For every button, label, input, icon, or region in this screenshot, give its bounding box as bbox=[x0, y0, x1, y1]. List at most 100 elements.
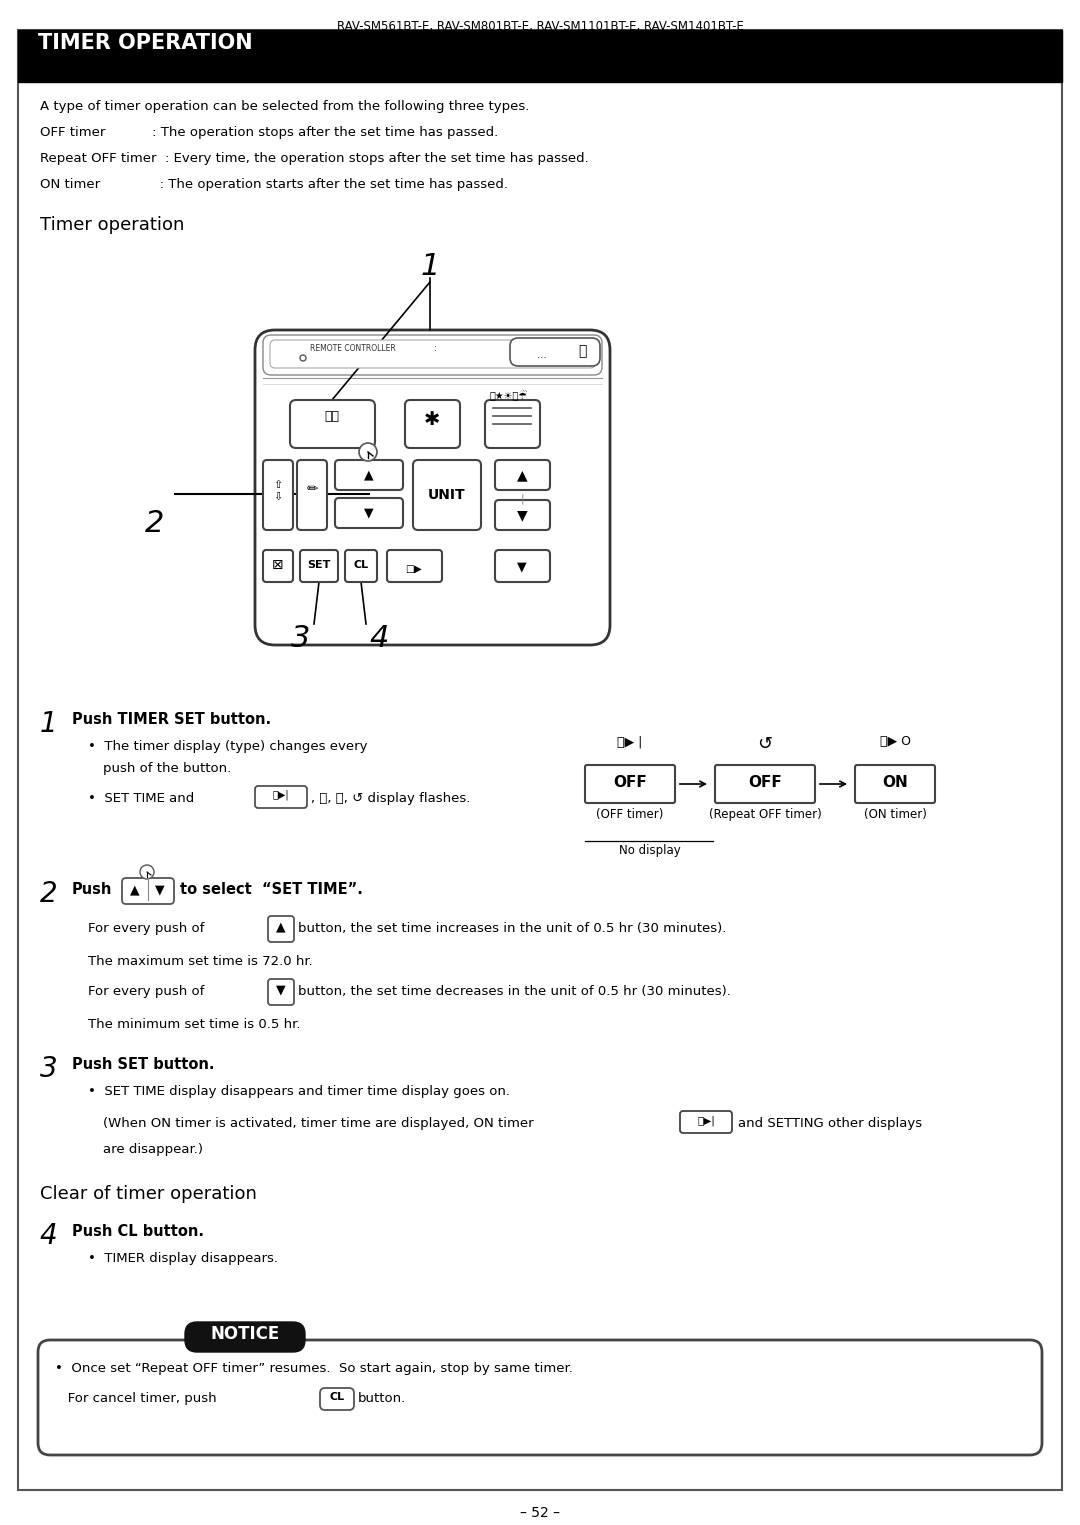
FancyBboxPatch shape bbox=[510, 339, 600, 366]
Text: 2: 2 bbox=[146, 509, 164, 538]
Text: ▲: ▲ bbox=[276, 920, 286, 933]
FancyBboxPatch shape bbox=[38, 1340, 1042, 1455]
Text: 3: 3 bbox=[292, 624, 311, 653]
FancyBboxPatch shape bbox=[405, 400, 460, 448]
Text: ✏: ✏ bbox=[307, 482, 318, 496]
Text: Push: Push bbox=[72, 881, 112, 897]
Text: , ⏰, ⏻, ↺ display flashes.: , ⏰, ⏻, ↺ display flashes. bbox=[311, 791, 471, 805]
Text: ↺: ↺ bbox=[757, 735, 772, 753]
Text: □▶: □▶ bbox=[406, 564, 422, 573]
Text: :: : bbox=[434, 345, 436, 352]
FancyBboxPatch shape bbox=[300, 551, 338, 583]
Text: 1: 1 bbox=[40, 711, 57, 738]
Text: Push CL button.: Push CL button. bbox=[72, 1225, 204, 1238]
FancyBboxPatch shape bbox=[264, 551, 293, 583]
Text: OFF timer           : The operation stops after the set time has passed.: OFF timer : The operation stops after th… bbox=[40, 127, 498, 139]
Text: …: … bbox=[537, 351, 546, 360]
Text: •  SET TIME and: • SET TIME and bbox=[87, 791, 194, 805]
Text: button.: button. bbox=[357, 1392, 406, 1405]
Text: UNIT: UNIT bbox=[428, 488, 465, 502]
FancyBboxPatch shape bbox=[715, 766, 815, 804]
Text: ⏰▶ |: ⏰▶ | bbox=[618, 735, 643, 747]
Text: ⇧
⇩: ⇧ ⇩ bbox=[273, 480, 283, 502]
Text: 4: 4 bbox=[369, 624, 389, 653]
Text: TIMER OPERATION: TIMER OPERATION bbox=[38, 34, 253, 53]
Text: SET: SET bbox=[308, 560, 330, 570]
Text: – 52 –: – 52 – bbox=[519, 1507, 561, 1520]
Text: Push TIMER SET button.: Push TIMER SET button. bbox=[72, 712, 271, 727]
FancyBboxPatch shape bbox=[320, 1388, 354, 1411]
Text: ▲: ▲ bbox=[364, 468, 374, 480]
FancyBboxPatch shape bbox=[291, 400, 375, 448]
Text: CL: CL bbox=[329, 1392, 345, 1401]
Text: ▼: ▼ bbox=[364, 506, 374, 518]
Text: and SETTING other displays: and SETTING other displays bbox=[738, 1116, 922, 1130]
Text: Repeat OFF timer  : Every time, the operation stops after the set time has passe: Repeat OFF timer : Every time, the opera… bbox=[40, 152, 589, 165]
FancyBboxPatch shape bbox=[335, 461, 403, 490]
Text: ON: ON bbox=[882, 775, 908, 790]
FancyBboxPatch shape bbox=[387, 551, 442, 583]
Text: push of the button.: push of the button. bbox=[103, 762, 231, 775]
Text: ✱: ✱ bbox=[423, 410, 441, 429]
Text: ▲: ▲ bbox=[131, 883, 139, 897]
Text: •  The timer display (type) changes every: • The timer display (type) changes every bbox=[87, 740, 367, 753]
Text: OFF: OFF bbox=[748, 775, 782, 790]
Text: 2: 2 bbox=[40, 880, 57, 907]
Circle shape bbox=[300, 355, 306, 361]
Text: Ⓐ★☀⛆☔: Ⓐ★☀⛆☔ bbox=[490, 390, 528, 401]
FancyBboxPatch shape bbox=[255, 329, 610, 645]
Circle shape bbox=[140, 865, 154, 878]
Text: to select  “SET TIME”.: to select “SET TIME”. bbox=[180, 881, 363, 897]
Bar bbox=[18, 30, 1062, 82]
FancyBboxPatch shape bbox=[255, 785, 307, 808]
Text: For every push of: For every push of bbox=[87, 923, 204, 935]
Text: ▲: ▲ bbox=[516, 468, 527, 482]
Text: (ON timer): (ON timer) bbox=[864, 808, 927, 820]
Text: 4: 4 bbox=[40, 1222, 57, 1250]
Text: ⏰⏻: ⏰⏻ bbox=[324, 410, 339, 422]
FancyBboxPatch shape bbox=[680, 1112, 732, 1133]
Text: ▼: ▼ bbox=[516, 508, 527, 522]
FancyBboxPatch shape bbox=[855, 766, 935, 804]
FancyBboxPatch shape bbox=[585, 766, 675, 804]
FancyBboxPatch shape bbox=[495, 500, 550, 531]
Text: For cancel timer, push: For cancel timer, push bbox=[55, 1392, 217, 1405]
FancyBboxPatch shape bbox=[495, 461, 550, 490]
Text: ▼: ▼ bbox=[156, 883, 165, 897]
Text: |: | bbox=[521, 493, 524, 503]
Text: •  SET TIME display disappears and timer time display goes on.: • SET TIME display disappears and timer … bbox=[87, 1084, 510, 1098]
Text: A type of timer operation can be selected from the following three types.: A type of timer operation can be selecte… bbox=[40, 101, 529, 113]
Text: are disappear.): are disappear.) bbox=[103, 1144, 203, 1156]
Text: NOTICE: NOTICE bbox=[211, 1325, 280, 1344]
FancyBboxPatch shape bbox=[122, 878, 174, 904]
Text: (When ON timer is activated, timer time are displayed, ON timer: (When ON timer is activated, timer time … bbox=[103, 1116, 534, 1130]
Text: ON timer              : The operation starts after the set time has passed.: ON timer : The operation starts after th… bbox=[40, 178, 508, 191]
Circle shape bbox=[359, 442, 377, 461]
Text: ⏻: ⏻ bbox=[578, 345, 586, 358]
Text: 1: 1 bbox=[420, 252, 440, 281]
Text: The maximum set time is 72.0 hr.: The maximum set time is 72.0 hr. bbox=[87, 955, 313, 968]
FancyBboxPatch shape bbox=[413, 461, 481, 531]
Text: No display: No display bbox=[619, 843, 680, 857]
FancyBboxPatch shape bbox=[268, 979, 294, 1005]
Text: (Repeat OFF timer): (Repeat OFF timer) bbox=[708, 808, 822, 820]
Text: CL: CL bbox=[353, 560, 368, 570]
FancyBboxPatch shape bbox=[185, 1322, 305, 1353]
Text: ▼: ▼ bbox=[276, 984, 286, 996]
Text: For every push of: For every push of bbox=[87, 985, 204, 997]
Text: button, the set time decreases in the unit of 0.5 hr (30 minutes).: button, the set time decreases in the un… bbox=[298, 985, 731, 997]
Text: OFF: OFF bbox=[613, 775, 647, 790]
FancyBboxPatch shape bbox=[335, 499, 403, 528]
Text: Timer operation: Timer operation bbox=[40, 217, 185, 233]
FancyBboxPatch shape bbox=[495, 551, 550, 583]
FancyBboxPatch shape bbox=[270, 340, 595, 368]
Text: (OFF timer): (OFF timer) bbox=[596, 808, 664, 820]
Text: RAV-SM561BT-E, RAV-SM801BT-E, RAV-SM1101BT-E, RAV-SM1401BT-E: RAV-SM561BT-E, RAV-SM801BT-E, RAV-SM1101… bbox=[337, 20, 743, 34]
FancyBboxPatch shape bbox=[345, 551, 377, 583]
Text: REMOTE CONTROLLER: REMOTE CONTROLLER bbox=[310, 345, 395, 352]
Text: ⏰▶|: ⏰▶| bbox=[272, 788, 289, 799]
FancyBboxPatch shape bbox=[485, 400, 540, 448]
Text: Push SET button.: Push SET button. bbox=[72, 1057, 215, 1072]
Text: button, the set time increases in the unit of 0.5 hr (30 minutes).: button, the set time increases in the un… bbox=[298, 923, 727, 935]
FancyBboxPatch shape bbox=[268, 917, 294, 942]
